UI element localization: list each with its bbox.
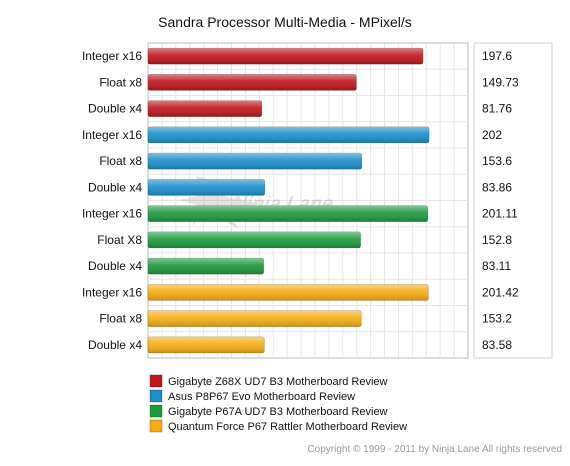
bar-shine [148, 153, 362, 170]
value-label: 149.73 [482, 75, 519, 89]
legend: Gigabyte Z68X UD7 B3 Motherboard Review A… [149, 374, 407, 433]
category-label: Double x4 [88, 259, 142, 273]
legend-label: Asus P8P67 Evo Motherboard Review [168, 391, 355, 403]
legend-swatch [149, 374, 163, 388]
bar-group [147, 126, 430, 144]
chart-title: Sandra Processor Multi-Media - MPixel/s [158, 14, 412, 30]
category-label: Float x8 [99, 75, 142, 89]
category-label: Float X8 [97, 233, 142, 247]
legend-swatch [149, 404, 163, 418]
bar-group [147, 74, 357, 91]
value-label: 201.42 [482, 285, 519, 299]
bar-group [147, 100, 263, 117]
value-label: 201.11 [482, 207, 518, 221]
value-label: 83.11 [482, 259, 511, 273]
value-label: 197.6 [482, 49, 512, 63]
legend-swatch [149, 389, 163, 403]
bar-group [147, 179, 265, 196]
bar-shine [148, 310, 362, 327]
bar-shine [148, 205, 428, 222]
bar-group [147, 231, 361, 249]
category-label: Double x4 [88, 102, 142, 116]
bar-group [147, 205, 429, 222]
bar-group [147, 152, 363, 170]
bar-group [147, 336, 265, 354]
category-label: Integer x16 [82, 128, 142, 142]
bar-shine [148, 126, 430, 143]
grid-lines [148, 43, 468, 358]
legend-label: Quantum Force P67 Rattler Motherboard Re… [168, 421, 407, 433]
category-label: Integer x16 [82, 285, 142, 299]
bar-shine [148, 336, 265, 353]
value-label: 202 [482, 128, 502, 142]
value-label: 83.86 [482, 180, 512, 194]
bar-shine [148, 179, 265, 196]
value-label: 152.8 [482, 233, 512, 247]
bar-shine [148, 48, 423, 65]
bar-group [147, 310, 362, 327]
legend-swatch [149, 419, 163, 433]
category-label: Double x4 [88, 180, 142, 194]
bar-group [147, 47, 424, 65]
category-label: Double x4 [88, 338, 142, 352]
bar-shine [148, 100, 262, 117]
bar-shine [148, 231, 361, 248]
bar-shine [148, 74, 357, 91]
category-label: Integer x16 [82, 207, 142, 221]
category-label: Float x8 [99, 154, 142, 168]
value-label: 153.2 [482, 312, 512, 326]
category-labels: Integer x16 Float x8 Double x4 Integer x16 F… [82, 49, 142, 352]
copyright-text: Copyright © 1999 - 2011 by Ninja Lane Al… [307, 444, 562, 455]
category-label: Integer x16 [82, 49, 142, 63]
bars-layer [147, 47, 430, 354]
bar-group [147, 284, 429, 301]
value-labels: 197.6 149.73 81.76 202 153.6 83.86 201.11 152.8… [482, 49, 519, 352]
bar-group [147, 257, 264, 275]
value-label: 81.76 [482, 102, 512, 116]
value-label: 153.6 [482, 154, 512, 168]
bar-shine [148, 258, 264, 275]
legend-label: Gigabyte Z68X UD7 B3 Motherboard Review [168, 376, 388, 388]
value-column [473, 42, 553, 359]
bar-shine [148, 284, 429, 301]
legend-label: Gigabyte P67A UD7 B3 Motherboard Review [168, 406, 388, 418]
value-label: 83.58 [482, 338, 512, 352]
category-label: Float x8 [99, 312, 142, 326]
